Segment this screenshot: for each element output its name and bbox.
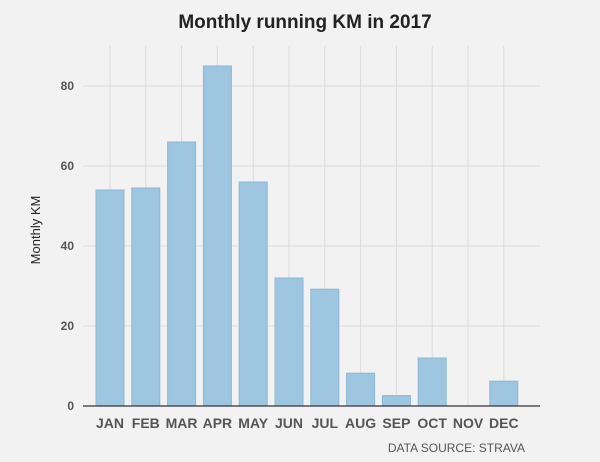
y-tick-label: 80 [61,79,75,93]
x-tick-label: SEP [382,415,410,431]
chart-title: Monthly running KM in 2017 [178,12,431,33]
y-tick-labels: 0 20 40 60 80 [61,79,75,413]
bar-jan [95,189,125,407]
x-tick-label: NOV [453,415,484,431]
x-tick-label: JAN [96,415,124,431]
bar-oct [417,357,447,407]
x-tick-label: AUG [345,415,376,431]
y-tick-label: 40 [61,239,75,253]
y-tick-label: 20 [61,319,75,333]
x-tick-label: DEC [489,415,519,431]
x-tick-label: OCT [417,415,447,431]
gridlines [83,46,540,407]
bar-may [238,181,268,407]
bar-aug [346,372,376,407]
y-tick-label: 0 [67,399,74,413]
bar-feb [131,187,161,407]
bar-mar [167,141,197,407]
data-source-note: DATA SOURCE: STRAVA [388,441,525,455]
x-tick-label: FEB [132,415,160,431]
bar-sep [381,395,411,407]
x-tick-label: APR [203,415,233,431]
bar-jun [274,277,304,407]
bar-jul [310,288,340,407]
x-tick-labels: JAN FEB MAR APR MAY JUN JUL AUG SEP OCT NOV DEC [96,415,519,431]
y-axis-label: Monthly KM [28,196,43,265]
bar-dec [489,380,519,407]
x-tick-label: JUL [312,415,339,431]
x-tick-label: MAR [166,415,198,431]
y-tick-label: 60 [61,159,75,173]
bar-apr [202,65,232,407]
bars [95,65,519,407]
x-tick-label: JUN [275,415,303,431]
x-tick-label: MAY [238,415,268,431]
